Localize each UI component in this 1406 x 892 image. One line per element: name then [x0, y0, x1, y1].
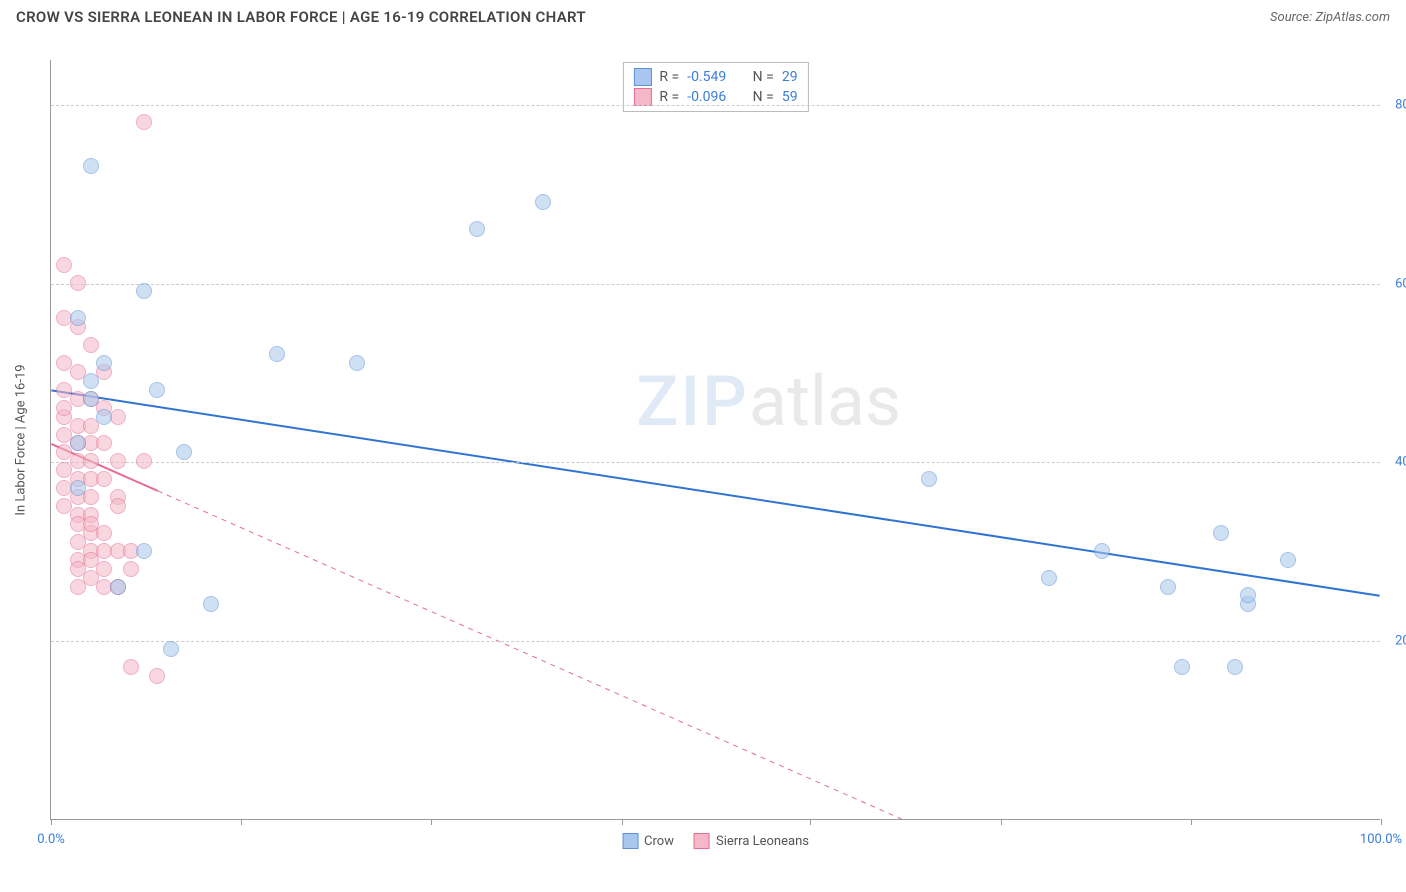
legend-item: Sierra Leoneans: [694, 833, 809, 849]
x-tick: [1191, 819, 1192, 825]
trend-line-solid: [51, 390, 1379, 595]
data-point: [83, 337, 99, 353]
data-point: [1240, 587, 1256, 603]
data-point: [176, 444, 192, 460]
data-point: [136, 453, 152, 469]
data-point: [1227, 659, 1243, 675]
data-point: [1094, 543, 1110, 559]
data-point: [70, 435, 86, 451]
x-tick: [241, 819, 242, 825]
trend-lines-layer: [51, 60, 1380, 819]
data-point: [1041, 570, 1057, 586]
data-point: [1174, 659, 1190, 675]
data-point: [349, 355, 365, 371]
x-tick: [1381, 819, 1382, 825]
data-point: [83, 453, 99, 469]
x-tick: [51, 819, 52, 825]
data-point: [921, 471, 937, 487]
data-point: [136, 114, 152, 130]
legend-swatch: [633, 68, 651, 86]
data-point: [96, 409, 112, 425]
data-point: [56, 257, 72, 273]
gridline-h: [51, 462, 1380, 463]
data-point: [70, 275, 86, 291]
data-point: [70, 480, 86, 496]
data-point: [83, 391, 99, 407]
data-point: [96, 525, 112, 541]
data-point: [56, 400, 72, 416]
x-tick-label: 100.0%: [1360, 832, 1402, 847]
x-tick: [431, 819, 432, 825]
x-tick-label: 0.0%: [37, 832, 65, 847]
data-point: [163, 641, 179, 657]
source-attribution: Source: ZipAtlas.com: [1270, 10, 1390, 25]
y-tick-label: 40.0%: [1385, 455, 1406, 470]
gridline-h: [51, 641, 1380, 642]
data-point: [96, 355, 112, 371]
data-point: [110, 579, 126, 595]
chart-title: CROW VS SIERRA LEONEAN IN LABOR FORCE | …: [16, 8, 586, 26]
data-point: [110, 453, 126, 469]
data-point: [1160, 579, 1176, 595]
y-tick-label: 60.0%: [1385, 276, 1406, 291]
data-point: [83, 516, 99, 532]
x-tick: [622, 819, 623, 825]
trend-line-dashed: [158, 491, 902, 819]
data-point: [70, 310, 86, 326]
data-point: [136, 283, 152, 299]
data-point: [535, 194, 551, 210]
legend-swatch: [633, 88, 651, 106]
data-point: [269, 346, 285, 362]
legend-stat-row: R = -0.549 N = 29: [633, 67, 797, 87]
data-point: [70, 579, 86, 595]
legend-swatch: [694, 833, 710, 849]
legend-item: Crow: [622, 833, 674, 849]
data-point: [96, 435, 112, 451]
x-tick: [1001, 819, 1002, 825]
gridline-h: [51, 284, 1380, 285]
y-tick-label: 80.0%: [1385, 97, 1406, 112]
watermark: ZIPatlas: [636, 361, 901, 443]
data-point: [83, 373, 99, 389]
data-point: [1213, 525, 1229, 541]
data-point: [149, 668, 165, 684]
x-tick: [810, 819, 811, 825]
data-point: [123, 561, 139, 577]
data-point: [110, 498, 126, 514]
data-point: [1280, 552, 1296, 568]
scatter-chart: In Labor Force | Age 16-19 ZIPatlas R = …: [50, 60, 1380, 820]
gridline-h: [51, 105, 1380, 106]
series-legend: Crow Sierra Leoneans: [622, 833, 809, 849]
legend-swatch: [622, 833, 638, 849]
data-point: [149, 382, 165, 398]
y-axis-label: In Labor Force | Age 16-19: [14, 364, 29, 515]
data-point: [136, 543, 152, 559]
data-point: [203, 596, 219, 612]
data-point: [83, 489, 99, 505]
data-point: [123, 659, 139, 675]
data-point: [96, 471, 112, 487]
data-point: [83, 158, 99, 174]
y-tick-label: 20.0%: [1385, 634, 1406, 649]
data-point: [469, 221, 485, 237]
data-point: [96, 561, 112, 577]
